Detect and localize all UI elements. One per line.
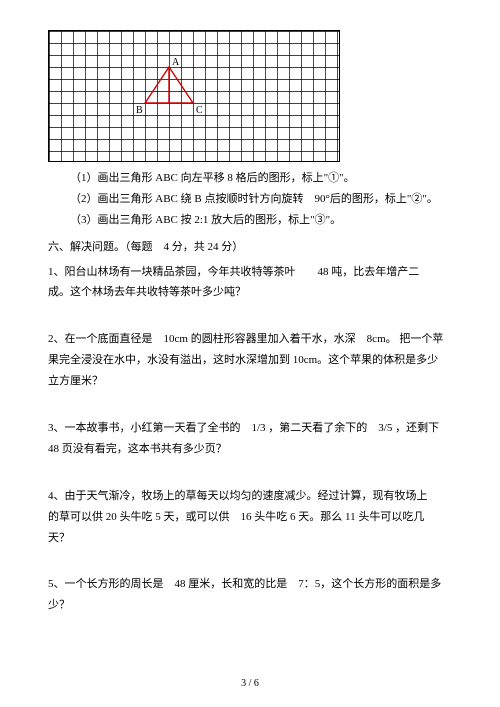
q5-line1: 5、一个长方形的周长是 48 厘米，长和宽的比是 7：5，这个长方形的面积是多: [48, 574, 452, 595]
section-6-title: 六、解决问题。（每题 4 分，共 24 分）: [48, 237, 452, 258]
q1-line1: 1、阳台山林场有一块精品茶园，今年共收特等茶叶 48 吨，比去年增产二: [48, 262, 452, 283]
q4-line1: 4、由于天气渐冷，牧场上的草每天以均匀的速度减少。经过计算，现有牧场上: [48, 486, 452, 507]
q3-line1: 3、一本故事书，小红第一天看了全书的 1/3 ，第二天看了余下的 3/5 ，还剩…: [48, 418, 452, 439]
task-2: （2）画出三角形 ABC 绕 B 点按顺时针方向旋转 90°后的图形，标上"②"…: [48, 189, 452, 210]
grid-figure: A B C: [48, 30, 340, 162]
q4-line2: 的草可以供 20 头牛吃 5 天，或可以供 16 头牛吃 6 天。那么 11 头…: [48, 507, 452, 528]
grid-svg: A B C: [49, 31, 339, 161]
q2-line2: 果完全浸没在水中，水没有溢出，这时水深增加到 10cm。这个苹果的体积是多少: [48, 350, 452, 371]
q3-line2: 48 页没有看完，这本书共有多少页？: [48, 439, 452, 460]
svg-text:A: A: [172, 57, 180, 68]
svg-text:C: C: [196, 105, 203, 116]
q1-line2: 成。这个林场去年共收特等茶叶多少吨？: [48, 282, 452, 303]
task-3: （3）画出三角形 ABC 按 2:1 放大后的图形，标上"③"。: [48, 210, 452, 231]
q2-line3: 立方厘米？: [48, 371, 452, 392]
task-1: （1）画出三角形 ABC 向左平移 8 格后的图形，标上"①"。: [48, 168, 452, 189]
q2-line1: 2、在一个底面直径是 10cm 的圆柱形容器里加入着干水，水深 8cm。 把一个…: [48, 329, 452, 350]
svg-text:B: B: [136, 105, 143, 116]
page-footer: 3 / 6: [0, 678, 500, 689]
q4-line3: 天？: [48, 528, 452, 549]
q5-line2: 少？: [48, 595, 452, 616]
